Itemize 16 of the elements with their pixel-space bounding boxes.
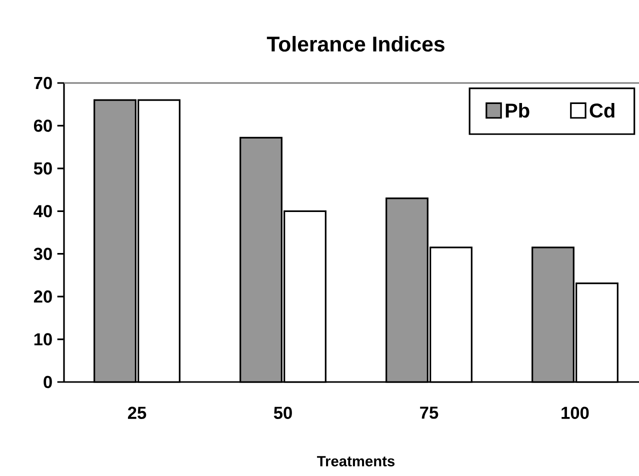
y-tick-label: 0: [44, 376, 52, 388]
x-tick-label: 50: [274, 406, 292, 419]
x-tick-label: 75: [420, 406, 438, 419]
y-tick-label: 30: [34, 248, 52, 260]
chart-title: Tolerance Indices: [266, 36, 444, 52]
y-tick-label: 70: [34, 76, 52, 90]
legend-label: Cd: [590, 102, 614, 118]
x-axis-title: Treatments: [317, 456, 395, 466]
legend-label: Pb: [506, 102, 530, 118]
y-tick-label: 40: [34, 205, 52, 218]
y-tick-label: 50: [34, 162, 52, 175]
x-tick-label: 25: [128, 406, 146, 419]
y-tick-label: 60: [34, 120, 52, 132]
x-tick-label: 100: [562, 406, 589, 419]
y-tick-label: 20: [34, 290, 52, 303]
y-tick-label: 10: [34, 333, 52, 346]
